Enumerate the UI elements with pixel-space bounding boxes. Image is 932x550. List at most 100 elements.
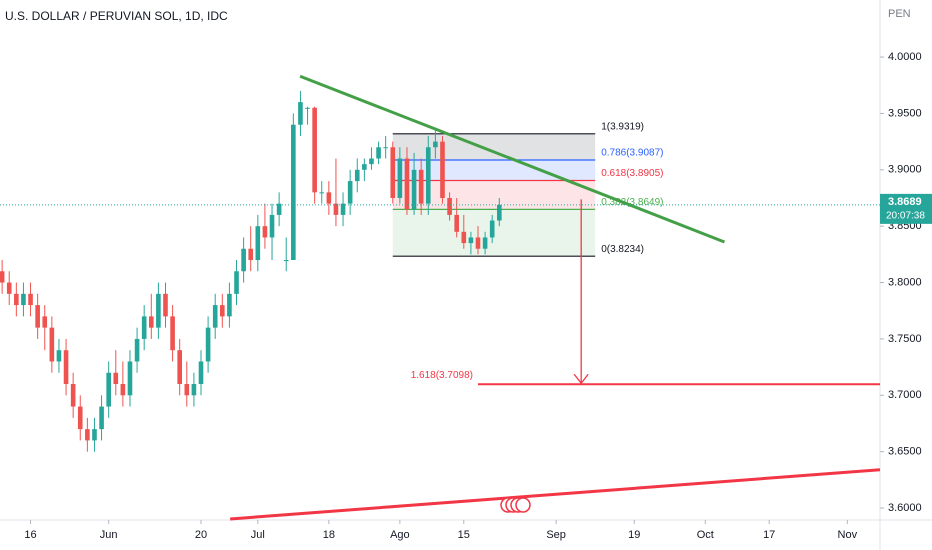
- chart-title: U.S. DOLLAR / PERUVIAN SOL, 1D, IDC: [5, 9, 228, 23]
- candle-body: [56, 350, 62, 362]
- candle-body: [241, 248, 246, 272]
- candle-body: [0, 271, 5, 283]
- candle-body: [113, 372, 119, 385]
- x-tick-label: 19: [628, 529, 640, 541]
- x-tick-label: Oct: [697, 529, 714, 541]
- x-tick-label: Ago: [390, 529, 410, 541]
- candle-body: [63, 350, 69, 385]
- candle-body: [404, 158, 410, 210]
- last-price-label: 3.8689: [888, 196, 922, 208]
- fib-label: 0.786(3.9087): [601, 148, 663, 159]
- candle-body: [319, 192, 325, 194]
- candle-body: [418, 169, 424, 204]
- last-price-box: [880, 193, 932, 224]
- candle-body: [148, 316, 154, 328]
- y-tick-label: 3.6000: [888, 502, 922, 514]
- candle-body: [454, 214, 459, 232]
- candle-body: [468, 237, 474, 244]
- candle-body: [120, 384, 126, 396]
- candle-body: [198, 361, 204, 385]
- x-tick-label: 17: [763, 529, 775, 541]
- target-arrowhead: [573, 373, 589, 385]
- candle-body: [6, 282, 12, 294]
- fib-extension-label: 1.618(3.7098): [411, 370, 473, 381]
- candle-body: [447, 197, 452, 215]
- candle-body: [482, 237, 488, 249]
- candle-body: [248, 248, 254, 260]
- candle-body: [354, 169, 360, 182]
- candle-body: [262, 226, 268, 238]
- candle-body: [28, 293, 33, 306]
- candle-body: [283, 260, 289, 261]
- candle-body: [255, 226, 261, 260]
- candle-body: [269, 214, 275, 238]
- currency-label: PEN: [888, 8, 911, 20]
- countdown-label: 20:07:38: [886, 211, 925, 222]
- fib-label: 0(3.8234): [601, 244, 644, 255]
- candle-body: [49, 327, 55, 362]
- candle-body: [312, 107, 317, 193]
- y-tick-label: 3.9500: [888, 107, 922, 119]
- event-marker: [515, 497, 531, 513]
- candle-body: [390, 147, 396, 198]
- candle-body: [347, 181, 353, 204]
- x-tick-label: Jun: [100, 529, 118, 541]
- y-tick-label: 3.6500: [888, 446, 922, 458]
- candle-body: [35, 305, 40, 328]
- candle-body: [205, 327, 211, 362]
- candle-body: [276, 203, 282, 215]
- trendline: [299, 74, 726, 244]
- candle-body: [141, 316, 147, 339]
- candle-body: [433, 141, 438, 148]
- candle-body: [70, 384, 76, 407]
- candle-body: [234, 271, 239, 294]
- candle-body: [461, 231, 467, 244]
- candle-body: [227, 293, 232, 317]
- candle-body: [411, 169, 417, 210]
- candle-body: [184, 384, 190, 396]
- candle-body: [340, 203, 346, 215]
- candle-body: [177, 350, 183, 385]
- candle-body: [362, 164, 367, 170]
- x-tick-label: Nov: [838, 529, 858, 541]
- candle-body: [99, 406, 104, 430]
- candle-body: [21, 293, 26, 306]
- candle-body: [156, 293, 161, 328]
- candle-body: [333, 203, 339, 215]
- x-tick-label: 16: [24, 529, 36, 541]
- fib-label: 1(3.9319): [601, 121, 644, 132]
- candle-body: [85, 429, 90, 441]
- x-tick-label: 18: [323, 529, 335, 541]
- y-tick-label: 3.8000: [888, 276, 922, 288]
- x-tick-label: 15: [458, 529, 470, 541]
- x-tick-label: Sep: [546, 529, 566, 541]
- candle-body: [496, 204, 502, 221]
- candle-body: [220, 305, 225, 317]
- candle-body: [134, 338, 140, 362]
- candle-body: [489, 220, 495, 238]
- candle-body: [42, 316, 48, 328]
- candle-body: [298, 102, 303, 125]
- x-tick-label: 20: [195, 529, 207, 541]
- candle-body: [291, 124, 296, 261]
- candle-body: [305, 107, 310, 109]
- candle-body: [170, 316, 175, 351]
- y-tick-label: 3.9000: [888, 164, 922, 176]
- candle-body: [369, 158, 374, 165]
- candle-body: [106, 372, 111, 407]
- candle-body: [397, 158, 403, 198]
- candle-body: [77, 406, 83, 430]
- candle-body: [326, 192, 332, 204]
- fib-label: 0.618(3.8905): [601, 168, 663, 179]
- candle-body: [376, 147, 381, 159]
- candle-body: [163, 293, 168, 317]
- candle-body: [127, 361, 133, 396]
- y-tick-label: 3.7500: [888, 333, 922, 345]
- y-tick-label: 3.7000: [888, 389, 922, 401]
- candle-body: [191, 384, 197, 396]
- fib-zone: [392, 133, 596, 160]
- fib-label: 0.382(3.8649): [601, 197, 663, 208]
- candle-body: [440, 141, 445, 198]
